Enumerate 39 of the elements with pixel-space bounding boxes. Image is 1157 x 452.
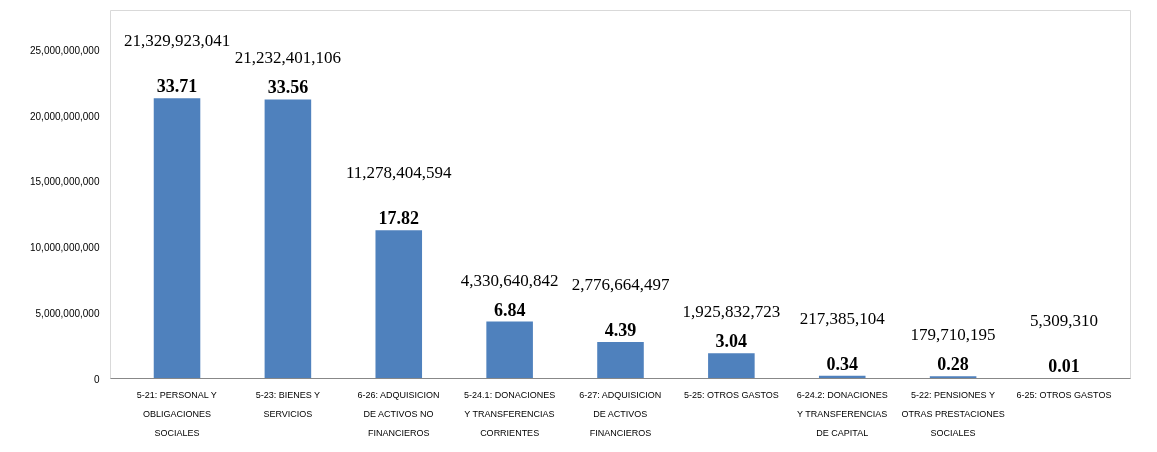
data-label: 2,776,664,497	[571, 275, 670, 295]
data-label: 21,329,923,041	[123, 31, 231, 51]
x-tick-label: 5-23: BIENES Y SERVICIOS	[255, 389, 320, 419]
data-label: 1,925,832,723	[682, 302, 781, 322]
data-label: 5,309,310	[1029, 311, 1098, 331]
annotation: 0.34	[826, 353, 858, 374]
data-label: 217,385,104	[799, 308, 886, 328]
annotation: 33.71	[156, 76, 198, 97]
x-tick-label: 5-22: PENSIONES Y OTRAS PRESTACIONES SOCIALES	[901, 389, 1005, 438]
y-tick-label: 15,000,000,000	[29, 176, 100, 188]
y-tick-label: 10,000,000,000	[29, 242, 100, 254]
bar	[597, 342, 644, 379]
data-label: 179,710,195	[910, 325, 996, 345]
y-tick-label: 0	[93, 373, 100, 385]
x-tick-label: 5-21: PERSONAL Y OBLIGACIONES SOCIALES	[136, 389, 217, 438]
annotation: 17.82	[378, 208, 420, 229]
x-tick-label: 6-24.2: DONACIONES Y TRANSFERENCIAS DE CAPITAL	[796, 389, 888, 438]
x-tick-label: 6-25: OTROS GASTOS	[1016, 389, 1112, 400]
bar	[486, 321, 533, 379]
annotation: 6.84	[493, 299, 526, 320]
data-label: 21,232,401,106	[234, 48, 342, 68]
annotation: 3.04	[715, 331, 748, 352]
bar	[375, 230, 423, 379]
data-label: 11,278,404,594	[345, 163, 453, 183]
bar	[708, 353, 755, 379]
annotation: 0.01	[1048, 356, 1080, 377]
bar	[153, 98, 201, 379]
x-tick-label: 5-24.1: DONACIONES Y TRANSFERENCIAS CORRIENTES	[464, 389, 556, 438]
x-tick-label: 6-26: ADQUISICION DE ACTIVOS NO FINANCIEROS	[357, 389, 440, 438]
x-tick-label: 5-25: OTROS GASTOS	[683, 389, 779, 400]
y-tick-label: 20,000,000,000	[29, 110, 100, 122]
annotation: 33.56	[267, 77, 309, 98]
annotation: 4.39	[604, 320, 637, 341]
annotation: 0.28	[937, 354, 969, 375]
y-tick-label: 5,000,000,000	[35, 307, 100, 319]
x-tick-label: 6-27: ADQUISICION DE ACTIVOS FINANCIEROS	[579, 389, 662, 438]
data-label: 4,330,640,842	[460, 270, 559, 290]
bar	[264, 99, 312, 379]
y-tick-label: 25,000,000,000	[29, 44, 100, 56]
